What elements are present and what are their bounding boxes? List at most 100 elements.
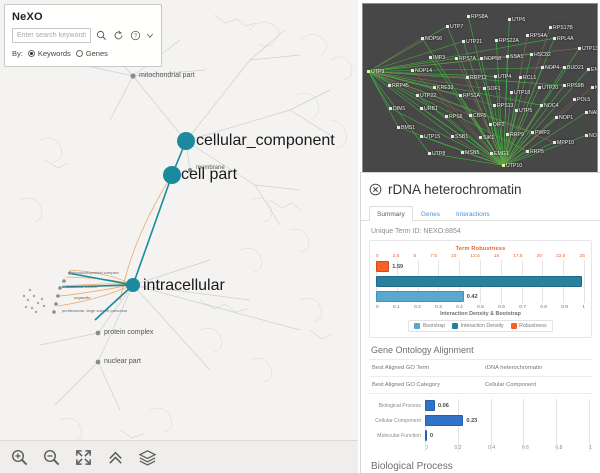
- gene-label[interactable]: RPL4A: [557, 36, 574, 42]
- gene-node[interactable]: [530, 53, 533, 56]
- gene-label[interactable]: RPS13: [497, 103, 514, 109]
- gene-label[interactable]: SOF1: [487, 86, 501, 92]
- gene-node[interactable]: [502, 164, 506, 168]
- gene-label[interactable]: NOP6: [589, 133, 597, 139]
- gene-label[interactable]: UTP20: [542, 85, 559, 91]
- gene-label[interactable]: RPS22A: [499, 38, 519, 44]
- gene-label[interactable]: UTP8: [432, 151, 446, 157]
- gene-label[interactable]: NOP4: [545, 65, 560, 71]
- gene-node[interactable]: [433, 86, 436, 89]
- panel-tabs[interactable]: Summary Genes Interactions: [361, 205, 600, 221]
- gene-label[interactable]: UTP6: [512, 17, 526, 23]
- tab-genes[interactable]: Genes: [420, 211, 440, 218]
- gene-label[interactable]: RCL1: [523, 75, 537, 81]
- gene-node[interactable]: [428, 152, 431, 155]
- term-info-panel[interactable]: rDNA heterochromatin Summary Genes Inter…: [360, 172, 600, 473]
- gene-node[interactable]: [467, 15, 470, 18]
- gene-node[interactable]: [429, 56, 432, 59]
- gene-node[interactable]: [540, 104, 543, 107]
- gene-node[interactable]: [411, 69, 414, 72]
- gene-node[interactable]: [479, 136, 482, 139]
- gene-label[interactable]: NOP56: [425, 36, 443, 42]
- gene-node[interactable]: [445, 115, 448, 118]
- gene-node[interactable]: [585, 111, 588, 114]
- gene-node[interactable]: [469, 114, 472, 117]
- gene-node[interactable]: [367, 70, 371, 74]
- gene-label[interactable]: KRE33: [437, 85, 454, 91]
- radio-genes-dot[interactable]: [75, 50, 83, 57]
- bar-robustness[interactable]: [376, 261, 390, 272]
- tree-node-label-intracellular[interactable]: intracellular: [143, 277, 225, 294]
- gene-label[interactable]: RPS17B: [553, 25, 573, 31]
- gene-node[interactable]: [555, 116, 558, 119]
- tree-node-label-protein-complex[interactable]: protein complex: [104, 329, 154, 336]
- gene-node[interactable]: [573, 98, 576, 101]
- gene-node[interactable]: [494, 75, 497, 78]
- gene-label[interactable]: EMG1: [494, 151, 509, 157]
- view-toolbar[interactable]: [0, 440, 358, 473]
- tree-node-label-cell-part[interactable]: cell part: [181, 166, 238, 183]
- gene-label[interactable]: UTP10: [506, 163, 523, 169]
- search-input[interactable]: [12, 28, 91, 43]
- tree-node-label-ribosomal-subunit[interactable]: ribosomal subunit: [66, 284, 98, 289]
- gene-node[interactable]: [451, 135, 454, 138]
- gene-node[interactable]: [519, 76, 522, 79]
- gene-label[interactable]: UTP18: [514, 90, 531, 96]
- gene-node[interactable]: [538, 86, 541, 89]
- gene-label[interactable]: KRI1: [595, 85, 597, 91]
- gene-label[interactable]: SIK1: [483, 135, 495, 141]
- go-bar-cellular-component[interactable]: [425, 415, 464, 426]
- gene-label[interactable]: URB1: [424, 106, 438, 112]
- tree-hub-cell-part[interactable]: [163, 166, 181, 184]
- gene-label[interactable]: UTP5: [519, 108, 533, 114]
- gene-node[interactable]: [420, 107, 423, 110]
- gene-label[interactable]: UTP4: [498, 74, 512, 80]
- gene-label[interactable]: NOP58: [484, 56, 502, 62]
- gene-label[interactable]: RPS6: [449, 114, 463, 120]
- gene-node[interactable]: [526, 150, 529, 153]
- tab-interactions[interactable]: Interactions: [455, 211, 490, 218]
- gene-label[interactable]: BUD21: [567, 65, 584, 71]
- gene-label[interactable]: UTP21: [466, 39, 483, 45]
- gene-node[interactable]: [553, 37, 556, 40]
- gene-node[interactable]: [549, 26, 552, 29]
- gene-node[interactable]: [416, 94, 419, 97]
- collapse-icon[interactable]: [106, 448, 125, 467]
- gene-node[interactable]: [587, 68, 590, 71]
- tree-node-label-organelle[interactable]: organelle: [74, 295, 91, 300]
- zoom-in-icon[interactable]: [10, 448, 29, 467]
- gene-node[interactable]: [541, 66, 544, 69]
- gene-node[interactable]: [461, 151, 464, 154]
- gene-label[interactable]: RRP45: [392, 83, 409, 89]
- gene-node[interactable]: [531, 131, 534, 134]
- gene-node[interactable]: [515, 109, 518, 112]
- gene-node[interactable]: [506, 133, 509, 136]
- gene-node[interactable]: [490, 152, 493, 155]
- gene-node[interactable]: [563, 66, 566, 69]
- bar-interaction-density[interactable]: [376, 276, 582, 287]
- gene-label[interactable]: RPS1A: [463, 93, 481, 99]
- gene-label[interactable]: RRP5: [530, 149, 544, 155]
- tree-hub-cellular-component[interactable]: [177, 132, 195, 150]
- gene-label[interactable]: BMS1: [401, 125, 416, 131]
- gene-node[interactable]: [389, 107, 392, 110]
- gene-node[interactable]: [421, 37, 424, 40]
- gene-label[interactable]: DIM1: [393, 106, 406, 112]
- gene-label[interactable]: NOP1: [559, 115, 574, 121]
- tree-node-label-nuclear-part[interactable]: nuclear part: [104, 358, 141, 365]
- gene-node[interactable]: [493, 104, 496, 107]
- gene-label[interactable]: POL5: [577, 97, 591, 103]
- gene-node[interactable]: [397, 126, 400, 129]
- gene-node[interactable]: [388, 84, 391, 87]
- gene-label[interactable]: RPS4A: [530, 33, 548, 39]
- gene-label[interactable]: UTP7: [450, 24, 464, 30]
- go-bar-molecular-function[interactable]: [425, 430, 427, 441]
- tree-node-label-ribonucleoprotein-complex[interactable]: ribonucleoprotein complex: [72, 270, 119, 275]
- tree-node-label-cellular-component[interactable]: cellular_component: [196, 132, 335, 149]
- radio-keywords[interactable]: Keywords: [27, 49, 71, 58]
- search-icon[interactable]: [95, 29, 108, 42]
- gene-label[interactable]: UTP9: [371, 69, 385, 75]
- chevron-down-icon[interactable]: [146, 29, 154, 42]
- gene-label[interactable]: NAN1: [589, 110, 597, 116]
- tree-hub-intracellular[interactable]: [126, 278, 140, 292]
